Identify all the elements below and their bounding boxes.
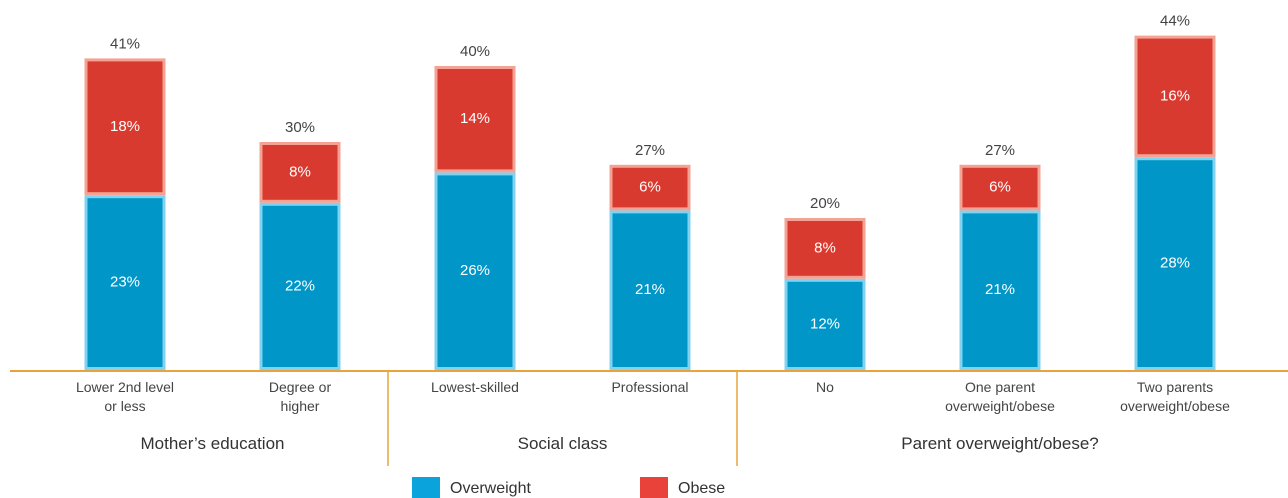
total-label: 41% [110, 35, 140, 52]
x-tick-label: Degree or higher [268, 379, 332, 414]
value-label: 6% [639, 179, 661, 196]
bar-segment [1134, 35, 1216, 158]
legend-label: Overweight [450, 480, 531, 497]
total-label: 44% [1160, 13, 1190, 30]
bar-segment [959, 210, 1041, 370]
value-label: 18% [110, 118, 140, 135]
bar-segment [1134, 157, 1216, 370]
bar-segment [784, 278, 866, 370]
value-label: 28% [1160, 255, 1190, 272]
value-label: 8% [814, 239, 836, 256]
x-tick-label: No [816, 379, 834, 395]
group-label: Mother’s education [140, 434, 285, 453]
total-label: 27% [635, 142, 665, 159]
total-label: 20% [810, 195, 840, 212]
bar-segment [259, 202, 341, 370]
bar-segment [609, 210, 691, 370]
x-tick-label: Professional [611, 379, 689, 395]
bar-segment [434, 172, 516, 370]
bar-segment [259, 142, 341, 203]
total-label: 40% [460, 43, 490, 60]
value-label: 6% [989, 179, 1011, 196]
value-label: 12% [810, 315, 840, 332]
legend-label: Obese [678, 480, 725, 497]
x-tick-label: Lower 2nd level or less [75, 379, 175, 414]
group-label: Parent overweight/obese? [901, 434, 1099, 453]
group-label: Social class [517, 434, 608, 453]
x-tick-label: Two parents overweight/obese [1120, 379, 1230, 414]
value-label: 21% [985, 281, 1015, 298]
value-label: 22% [285, 277, 315, 294]
value-label: 21% [635, 281, 665, 298]
total-label: 27% [985, 142, 1015, 159]
x-tick-label: Lowest-skilled [431, 379, 519, 395]
value-label: 14% [460, 110, 490, 127]
bar-segment [959, 164, 1041, 211]
bar-segment [84, 195, 166, 370]
total-label: 30% [285, 119, 315, 136]
bar-segment [84, 58, 166, 196]
bar-segment [609, 164, 691, 211]
value-label: 16% [1160, 87, 1190, 104]
bar-segment [434, 66, 516, 173]
value-label: 8% [289, 163, 311, 180]
legend-swatch [640, 477, 668, 498]
value-label: 23% [110, 274, 140, 291]
bar-segment [784, 218, 866, 279]
value-label: 26% [460, 262, 490, 279]
x-tick-label: One parent overweight/obese [945, 379, 1055, 414]
legend-swatch [412, 477, 440, 498]
